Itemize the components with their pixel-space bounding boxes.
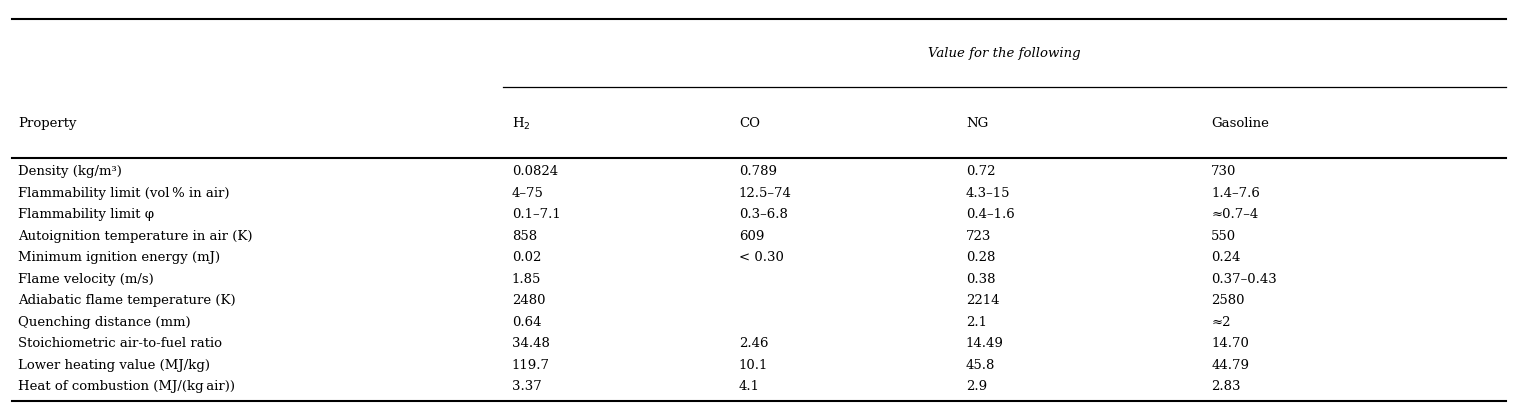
Text: 12.5–74: 12.5–74 <box>739 187 792 200</box>
Text: 609: 609 <box>739 230 765 243</box>
Text: 1.85: 1.85 <box>512 273 540 286</box>
Text: ≈0.7–4: ≈0.7–4 <box>1211 208 1258 221</box>
Text: 723: 723 <box>966 230 992 243</box>
Text: 119.7: 119.7 <box>512 358 550 372</box>
Text: 0.0824: 0.0824 <box>512 165 557 178</box>
Text: 44.79: 44.79 <box>1211 358 1249 372</box>
Text: 2214: 2214 <box>966 294 999 307</box>
Text: 0.72: 0.72 <box>966 165 995 178</box>
Text: 2.1: 2.1 <box>966 316 987 329</box>
Text: Flame velocity (m/s): Flame velocity (m/s) <box>18 273 154 286</box>
Text: 0.4–1.6: 0.4–1.6 <box>966 208 1014 221</box>
Text: 2.46: 2.46 <box>739 337 768 350</box>
Text: 0.38: 0.38 <box>966 273 995 286</box>
Text: 14.70: 14.70 <box>1211 337 1249 350</box>
Text: NG: NG <box>966 117 989 131</box>
Text: ≈2: ≈2 <box>1211 316 1231 329</box>
Text: Property: Property <box>18 117 77 131</box>
Text: 34.48: 34.48 <box>512 337 550 350</box>
Text: 0.02: 0.02 <box>512 251 540 264</box>
Text: Gasoline: Gasoline <box>1211 117 1269 131</box>
Text: Autoignition temperature in air (K): Autoignition temperature in air (K) <box>18 230 253 243</box>
Text: 550: 550 <box>1211 230 1237 243</box>
Text: 0.3–6.8: 0.3–6.8 <box>739 208 787 221</box>
Text: 4.3–15: 4.3–15 <box>966 187 1010 200</box>
Text: Density (kg/m³): Density (kg/m³) <box>18 165 123 178</box>
Text: Flammability limit φ: Flammability limit φ <box>18 208 154 221</box>
Text: 730: 730 <box>1211 165 1237 178</box>
Text: 0.24: 0.24 <box>1211 251 1240 264</box>
Text: 858: 858 <box>512 230 537 243</box>
Text: Lower heating value (MJ/kg): Lower heating value (MJ/kg) <box>18 358 210 372</box>
Text: 4.1: 4.1 <box>739 380 760 393</box>
Text: Stoichiometric air-to-fuel ratio: Stoichiometric air-to-fuel ratio <box>18 337 223 350</box>
Text: H$_2$: H$_2$ <box>512 116 530 132</box>
Text: 1.4–7.6: 1.4–7.6 <box>1211 187 1260 200</box>
Text: Heat of combustion (MJ/(kg air)): Heat of combustion (MJ/(kg air)) <box>18 380 235 393</box>
Text: Value for the following: Value for the following <box>928 47 1081 60</box>
Text: Quenching distance (mm): Quenching distance (mm) <box>18 316 191 329</box>
Text: 2480: 2480 <box>512 294 545 307</box>
Text: 2580: 2580 <box>1211 294 1245 307</box>
Text: Adiabatic flame temperature (K): Adiabatic flame temperature (K) <box>18 294 236 307</box>
Text: 0.37–0.43: 0.37–0.43 <box>1211 273 1276 286</box>
Text: 0.1–7.1: 0.1–7.1 <box>512 208 560 221</box>
Text: Minimum ignition energy (mJ): Minimum ignition energy (mJ) <box>18 251 221 264</box>
Text: 3.37: 3.37 <box>512 380 542 393</box>
Text: 0.28: 0.28 <box>966 251 995 264</box>
Text: < 0.30: < 0.30 <box>739 251 784 264</box>
Text: 2.9: 2.9 <box>966 380 987 393</box>
Text: 10.1: 10.1 <box>739 358 768 372</box>
Text: 14.49: 14.49 <box>966 337 1004 350</box>
Text: CO: CO <box>739 117 760 131</box>
Text: Flammability limit (vol % in air): Flammability limit (vol % in air) <box>18 187 230 200</box>
Text: 4–75: 4–75 <box>512 187 544 200</box>
Text: 0.64: 0.64 <box>512 316 540 329</box>
Text: 45.8: 45.8 <box>966 358 995 372</box>
Text: 2.83: 2.83 <box>1211 380 1240 393</box>
Text: 0.789: 0.789 <box>739 165 777 178</box>
